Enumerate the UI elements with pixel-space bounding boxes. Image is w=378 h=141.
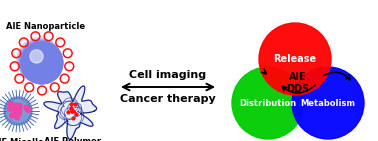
Circle shape (30, 50, 43, 63)
Circle shape (9, 113, 15, 118)
Circle shape (14, 110, 19, 115)
Circle shape (20, 40, 62, 83)
Circle shape (16, 107, 21, 112)
Text: AIE Micelle: AIE Micelle (0, 138, 44, 141)
Circle shape (21, 42, 63, 84)
Circle shape (4, 97, 32, 125)
Circle shape (19, 40, 62, 83)
Circle shape (232, 67, 304, 139)
Circle shape (24, 105, 29, 110)
Circle shape (292, 67, 364, 139)
Circle shape (17, 38, 61, 82)
Circle shape (19, 40, 62, 83)
Circle shape (18, 39, 61, 82)
Text: Distribution: Distribution (239, 99, 297, 107)
Circle shape (20, 41, 62, 83)
Circle shape (16, 107, 22, 112)
Circle shape (17, 110, 22, 115)
Circle shape (17, 103, 22, 108)
Text: AIE Nanoparticle: AIE Nanoparticle (6, 22, 85, 31)
Circle shape (14, 105, 20, 110)
Text: Cancer therapy: Cancer therapy (120, 94, 216, 104)
Circle shape (14, 103, 19, 108)
Polygon shape (44, 86, 97, 139)
Circle shape (18, 39, 62, 82)
Circle shape (9, 102, 14, 106)
Circle shape (25, 107, 31, 112)
Circle shape (17, 38, 61, 82)
Text: AIE
DDS: AIE DDS (287, 72, 310, 94)
Circle shape (259, 23, 331, 95)
Circle shape (14, 109, 19, 114)
Text: Metabolism: Metabolism (301, 99, 355, 107)
Circle shape (15, 109, 20, 114)
Circle shape (17, 38, 61, 82)
Circle shape (20, 41, 62, 83)
Text: AIE Polymer: AIE Polymer (43, 137, 101, 141)
Circle shape (21, 42, 63, 84)
Circle shape (13, 107, 18, 112)
Circle shape (8, 106, 12, 111)
Text: Cell imaging: Cell imaging (129, 70, 206, 80)
Circle shape (15, 115, 20, 120)
Text: Release: Release (273, 54, 316, 64)
